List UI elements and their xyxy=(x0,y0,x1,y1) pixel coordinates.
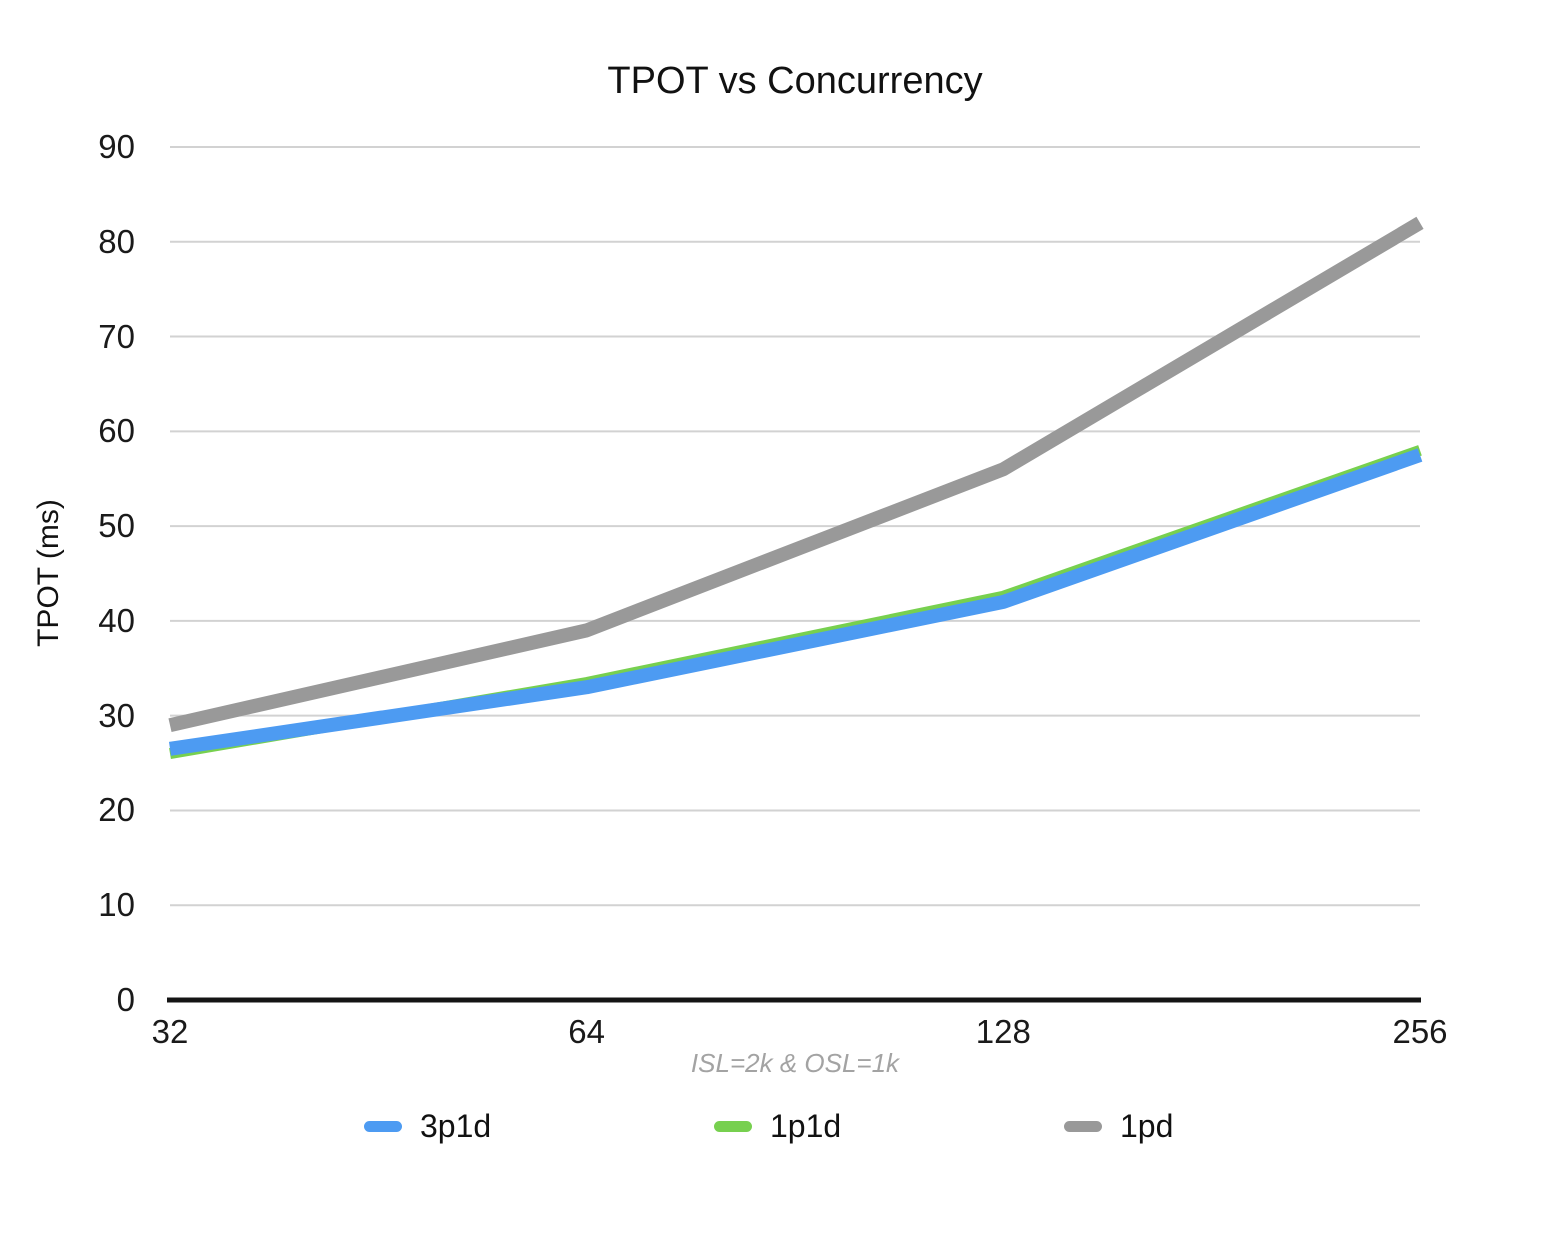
legend-swatch-3p1d xyxy=(364,1120,402,1132)
legend-label: 1pd xyxy=(1120,1107,1174,1144)
y-tick-label: 60 xyxy=(98,412,135,450)
legend-swatch-1pd xyxy=(1064,1120,1102,1132)
series-line-1pd xyxy=(168,216,1424,732)
y-tick-label: 0 xyxy=(116,981,135,1018)
legend-swatch-1p1d xyxy=(714,1120,752,1132)
legend-item-1pd: 1pd xyxy=(1064,1104,1173,1148)
x-tick-label: 256 xyxy=(1392,1013,1448,1050)
legend-item-3p1d: 3p1d xyxy=(364,1104,491,1148)
legend-label: 3p1d xyxy=(420,1107,492,1144)
x-tick-label: 128 xyxy=(975,1013,1031,1050)
y-tick-label: 40 xyxy=(98,601,135,639)
y-tick-label: 80 xyxy=(98,222,135,260)
y-tick-label: 70 xyxy=(98,317,135,355)
x-axis-caption: ISL=2k & OSL=1k xyxy=(690,1048,900,1078)
chart-title: TPOT vs Concurrency xyxy=(607,60,983,102)
series-line-3p1d xyxy=(168,448,1423,756)
x-tick-label: 64 xyxy=(568,1013,606,1050)
legend-item-1p1d: 1p1d xyxy=(714,1104,841,1148)
series-line-1p1d xyxy=(169,445,1422,759)
x-tick-label: 32 xyxy=(151,1013,189,1050)
legend-label: 1p1d xyxy=(770,1107,842,1144)
y-tick-label: 20 xyxy=(98,791,135,829)
y-tick-label: 50 xyxy=(98,507,135,545)
y-tick-label: 30 xyxy=(98,696,135,734)
y-tick-label: 90 xyxy=(98,128,135,165)
y-tick-label: 10 xyxy=(98,886,135,924)
